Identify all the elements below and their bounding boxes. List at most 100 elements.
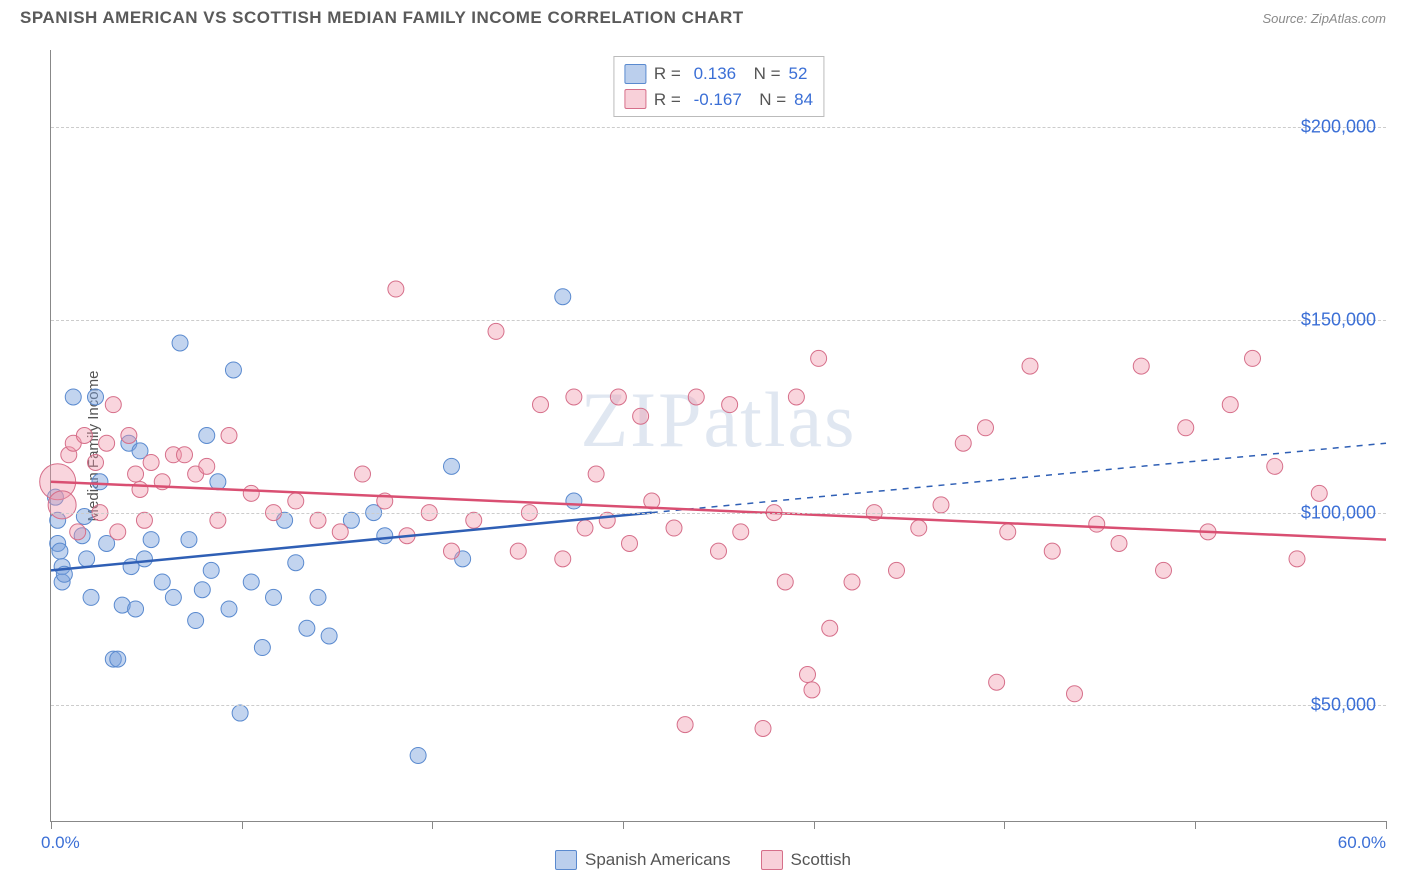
scatter-point	[588, 466, 604, 482]
xtick	[814, 821, 815, 829]
swatch-pink-icon	[624, 89, 646, 109]
legend-swatch-blue-icon	[555, 850, 577, 870]
scatter-point	[1267, 458, 1283, 474]
xtick	[1386, 821, 1387, 829]
scatter-point	[332, 524, 348, 540]
scatter-point	[194, 582, 210, 598]
xtick	[623, 821, 624, 829]
scatter-point	[110, 651, 126, 667]
scatter-point	[110, 524, 126, 540]
xtick	[1004, 821, 1005, 829]
scatter-point	[225, 362, 241, 378]
scatter-point	[1067, 686, 1083, 702]
scatter-point	[210, 512, 226, 528]
xtick	[51, 821, 52, 829]
scatter-point	[165, 589, 181, 605]
scatter-point	[955, 435, 971, 451]
scatter-point	[622, 535, 638, 551]
scatter-point	[88, 454, 104, 470]
scatter-point	[321, 628, 337, 644]
ytick-label: $50,000	[1311, 695, 1376, 716]
scatter-point	[488, 323, 504, 339]
scatter-point	[177, 447, 193, 463]
scatter-point	[203, 562, 219, 578]
scatter-point	[510, 543, 526, 559]
legend-label-blue: Spanish Americans	[585, 850, 731, 870]
stats-row-pink: R = -0.167 N = 84	[624, 87, 813, 113]
scatter-point	[188, 613, 204, 629]
scatter-point	[254, 640, 270, 656]
stat-n-label2: N =	[750, 87, 786, 113]
chart-title: SPANISH AMERICAN VS SCOTTISH MEDIAN FAMI…	[20, 8, 744, 28]
scatter-point	[1156, 562, 1172, 578]
stats-row-blue: R = 0.136 N = 52	[624, 61, 813, 87]
x-max-label: 60.0%	[1338, 833, 1386, 853]
gridline	[51, 127, 1386, 128]
bottom-legend: Spanish Americans Scottish	[555, 850, 851, 870]
scatter-point	[52, 543, 68, 559]
scatter-point	[143, 454, 159, 470]
chart-header: SPANISH AMERICAN VS SCOTTISH MEDIAN FAMI…	[0, 0, 1406, 32]
scatter-point	[70, 524, 86, 540]
scatter-point	[355, 466, 371, 482]
chart-plot-area: ZIPatlas R = 0.136 N = 52 R = -0.167 N =…	[50, 50, 1386, 822]
trend-line-extrapolated	[652, 443, 1386, 512]
scatter-point	[128, 601, 144, 617]
scatter-point	[310, 512, 326, 528]
scatter-point	[83, 589, 99, 605]
scatter-point	[136, 551, 152, 567]
scatter-point	[1044, 543, 1060, 559]
scatter-point	[199, 458, 215, 474]
scatter-point	[299, 620, 315, 636]
scatter-point	[566, 389, 582, 405]
trend-line	[51, 482, 1386, 540]
scatter-point	[310, 589, 326, 605]
scatter-point	[444, 543, 460, 559]
gridline	[51, 320, 1386, 321]
scatter-point	[132, 481, 148, 497]
scatter-point	[143, 532, 159, 548]
scatter-point	[989, 674, 1005, 690]
scatter-point	[610, 389, 626, 405]
scatter-point	[99, 435, 115, 451]
ytick-label: $150,000	[1301, 309, 1376, 330]
scatter-point	[677, 717, 693, 733]
xtick	[432, 821, 433, 829]
scatter-point	[88, 389, 104, 405]
scatter-point	[733, 524, 749, 540]
scatter-point	[822, 620, 838, 636]
scatter-point	[288, 555, 304, 571]
x-min-label: 0.0%	[41, 833, 80, 853]
scatter-point	[1089, 516, 1105, 532]
scatter-point	[1133, 358, 1149, 374]
scatter-point	[79, 551, 95, 567]
ytick-label: $100,000	[1301, 502, 1376, 523]
scatter-point	[266, 589, 282, 605]
scatter-point	[65, 389, 81, 405]
scatter-point	[154, 574, 170, 590]
stats-legend-box: R = 0.136 N = 52 R = -0.167 N = 84	[613, 56, 824, 117]
scatter-point	[128, 466, 144, 482]
scatter-point	[911, 520, 927, 536]
scatter-point	[577, 520, 593, 536]
legend-label-pink: Scottish	[791, 850, 851, 870]
legend-swatch-pink-icon	[761, 850, 783, 870]
scatter-point	[788, 389, 804, 405]
scatter-point	[811, 350, 827, 366]
scatter-point	[136, 512, 152, 528]
scatter-point	[1289, 551, 1305, 567]
gridline	[51, 513, 1386, 514]
scatter-point	[804, 682, 820, 698]
scatter-point	[243, 485, 259, 501]
stat-n-label: N =	[744, 61, 780, 87]
swatch-blue-icon	[624, 64, 646, 84]
scatter-point	[599, 512, 615, 528]
legend-item-pink: Scottish	[761, 850, 851, 870]
scatter-point	[666, 520, 682, 536]
scatter-point	[1000, 524, 1016, 540]
scatter-point	[633, 408, 649, 424]
stat-n-blue: 52	[789, 61, 808, 87]
scatter-point	[755, 720, 771, 736]
scatter-point	[181, 532, 197, 548]
scatter-point	[388, 281, 404, 297]
